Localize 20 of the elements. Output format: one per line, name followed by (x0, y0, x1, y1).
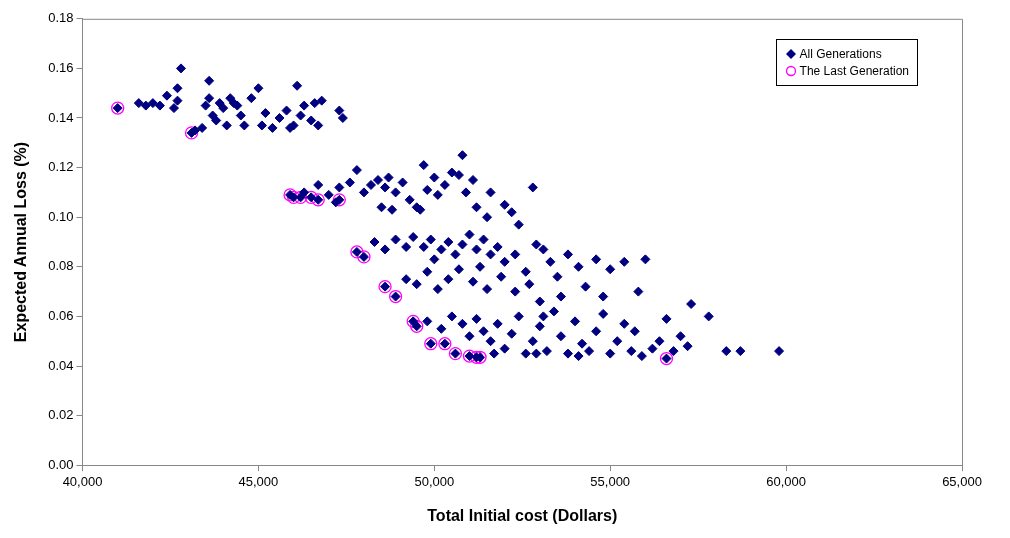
x-tick-label: 55,000 (590, 473, 631, 489)
y-tick-label: 0.10 (48, 208, 74, 224)
y-tick-label: 0.00 (48, 456, 74, 472)
y-tick-label: 0.14 (48, 109, 74, 125)
x-tick-label: 65,000 (942, 473, 982, 489)
x-tick-label: 50,000 (414, 473, 455, 489)
y-tick-label: 0.08 (48, 258, 74, 274)
legend-label: All Generations (799, 46, 882, 61)
legend-label: The Last Generation (799, 63, 909, 78)
y-tick-label: 0.02 (48, 407, 74, 423)
y-tick-label: 0.04 (48, 357, 74, 373)
x-tick-label: 45,000 (238, 473, 279, 489)
x-tick-label: 60,000 (766, 473, 806, 489)
y-tick-label: 0.18 (48, 10, 74, 26)
y-axis-title: Expected Annual Loss (%) (12, 141, 30, 343)
x-tick-label: 40,000 (62, 473, 103, 489)
y-tick-label: 0.06 (48, 307, 74, 323)
y-tick-label: 0.12 (48, 159, 74, 175)
y-tick-label: 0.16 (48, 59, 74, 75)
x-axis-title: Total Initial cost (Dollars) (427, 506, 618, 524)
